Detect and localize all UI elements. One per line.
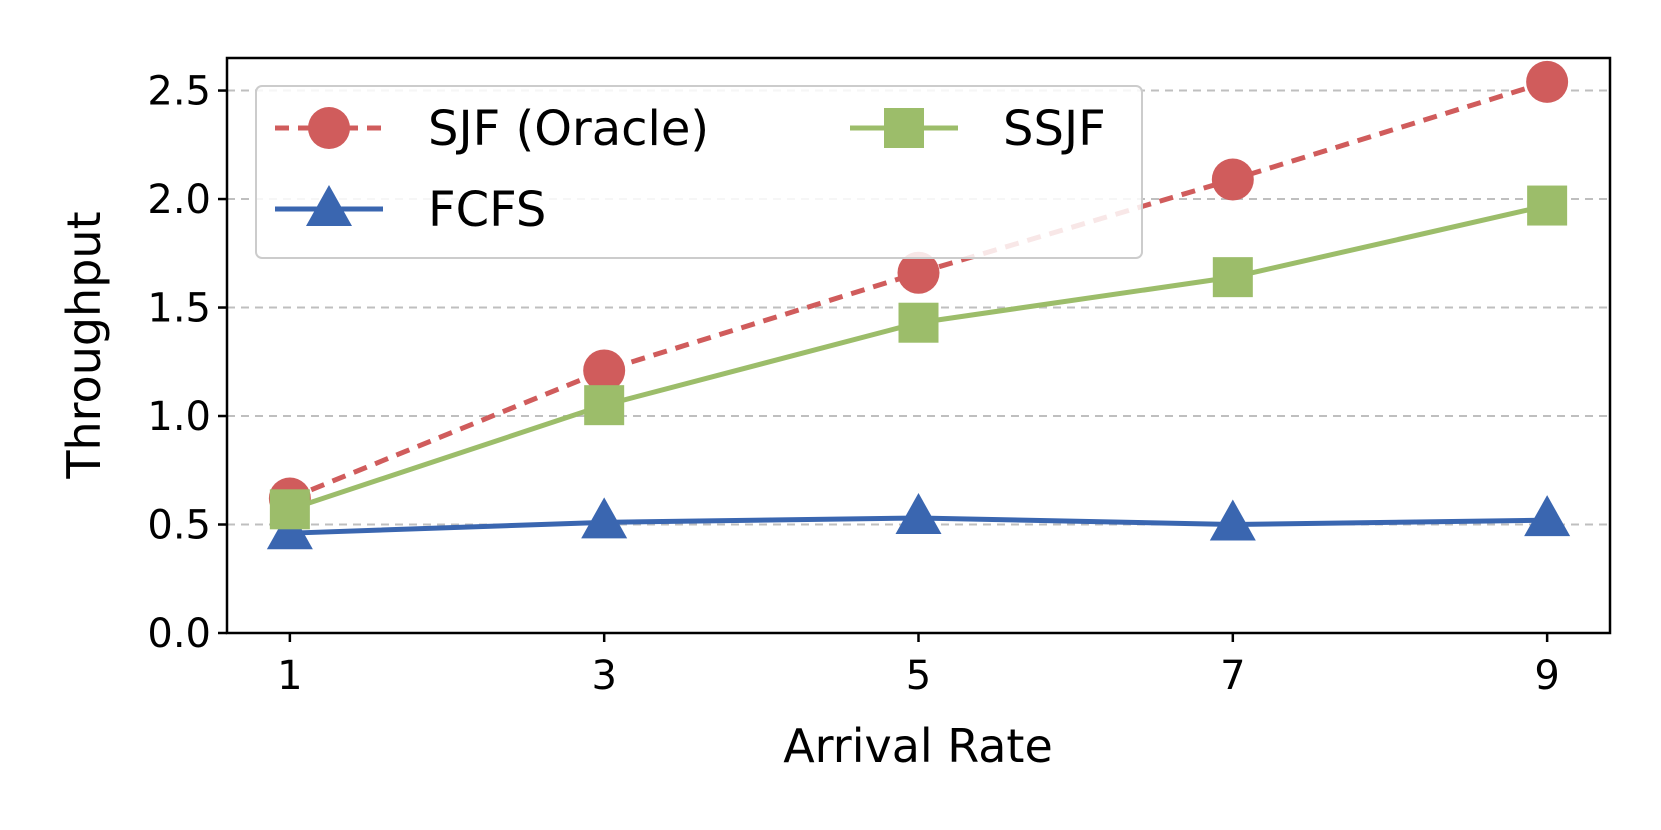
- legend-marker-ssjf: [884, 108, 924, 148]
- legend-label-ssjf: SSJF: [1003, 101, 1106, 157]
- data-point-ssjf: [269, 489, 310, 530]
- data-point-sjf-oracle: [1526, 60, 1569, 103]
- x-tick-label: 9: [1534, 653, 1559, 699]
- legend-marker-fcfs: [306, 185, 352, 226]
- y-tick-label: 0.5: [147, 503, 211, 549]
- y-tick-label: 0.0: [147, 611, 211, 657]
- tick-layer: 0.0 0.5 1.0 1.5 2.0 2.5 1 3 5 7 9: [147, 69, 1559, 699]
- legend-entry-sjf-oracle: SJF (Oracle): [275, 101, 709, 157]
- data-point-ssjf: [1527, 185, 1568, 226]
- x-axis-title: Arrival Rate: [783, 719, 1053, 773]
- y-tick-label: 1.0: [147, 394, 211, 440]
- y-tick-label: 2.5: [147, 69, 211, 115]
- data-point-sjf-oracle: [897, 251, 940, 294]
- series-ssjf: [269, 185, 1568, 530]
- data-point-ssjf: [584, 385, 625, 426]
- legend: SJF (Oracle) FCFS SSJF: [255, 85, 1143, 259]
- data-point-fcfs: [895, 493, 942, 534]
- data-point-sjf-oracle: [1211, 158, 1254, 201]
- x-tick-label: 7: [1220, 653, 1245, 699]
- legend-entry-ssjf: SSJF: [850, 101, 1106, 157]
- data-point-sjf-oracle: [583, 349, 626, 392]
- series-fcfs: [266, 493, 1571, 550]
- x-tick-label: 5: [906, 653, 931, 699]
- series-sjf-oracle: [268, 60, 1569, 520]
- data-point-fcfs: [1524, 495, 1571, 537]
- y-tick-label: 1.5: [147, 286, 211, 332]
- data-point-ssjf: [898, 302, 939, 343]
- data-point-fcfs: [1209, 499, 1256, 541]
- series-layer: [266, 60, 1571, 550]
- y-tick-label: 2.0: [147, 177, 211, 223]
- data-point-fcfs: [581, 497, 628, 539]
- x-tick-label: 3: [591, 653, 616, 699]
- y-axis-title: Throughput: [57, 211, 111, 479]
- legend-label-sjf-oracle: SJF (Oracle): [428, 101, 709, 157]
- data-point-ssjf: [1212, 257, 1253, 298]
- legend-marker-sjf-oracle: [308, 107, 350, 149]
- legend-label-fcfs: FCFS: [428, 182, 546, 238]
- x-tick-label: 1: [277, 653, 302, 699]
- legend-entry-fcfs: FCFS: [275, 182, 546, 238]
